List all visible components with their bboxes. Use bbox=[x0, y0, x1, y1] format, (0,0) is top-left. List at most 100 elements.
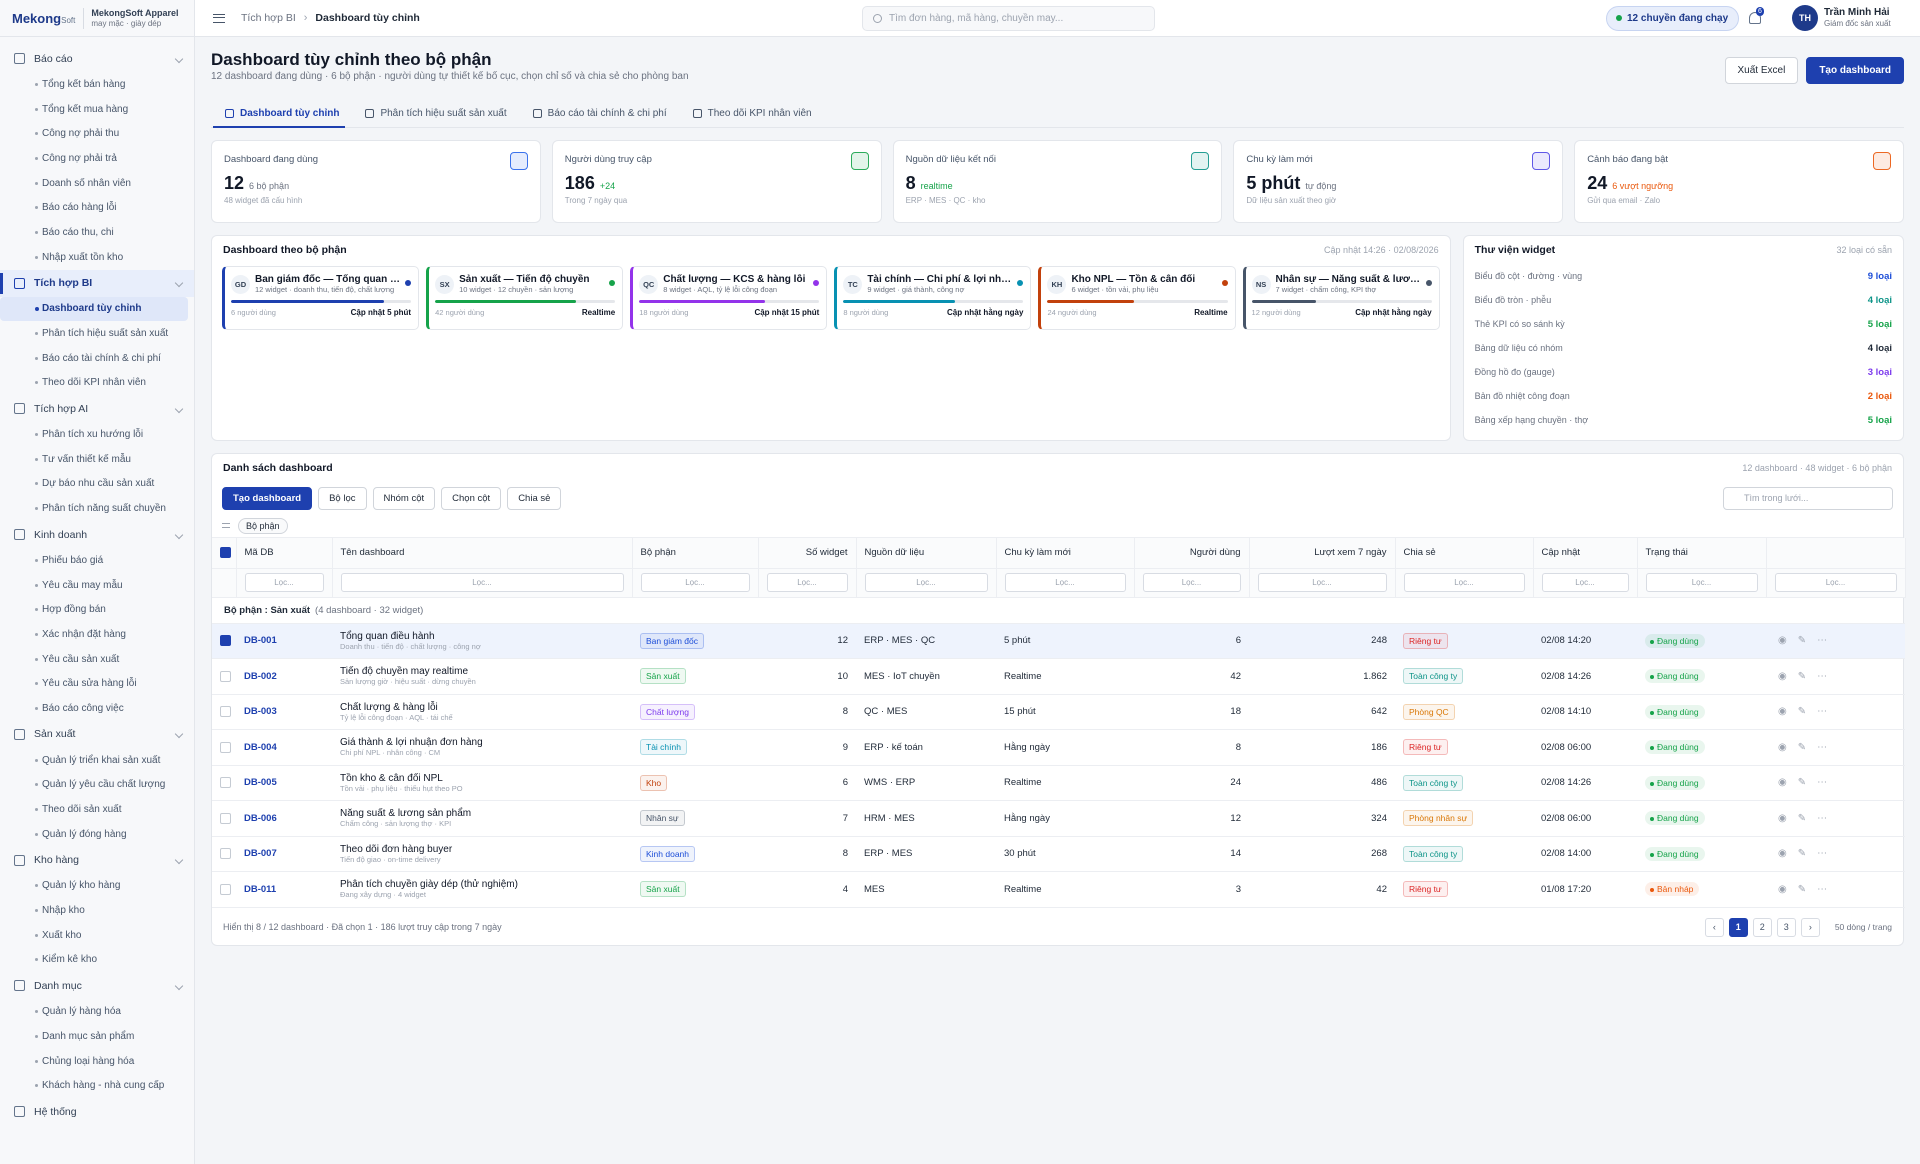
breadcrumb[interactable]: Tích hợp BI bbox=[241, 12, 296, 24]
column-header[interactable]: Chu kỳ làm mới bbox=[996, 538, 1135, 569]
nav-item[interactable]: Phân tích hiệu suất sản xuất bbox=[0, 321, 188, 346]
column-header[interactable]: Cập nhật bbox=[1533, 538, 1638, 569]
dashboard-id[interactable]: DB-006 bbox=[236, 800, 332, 837]
library-item[interactable]: Thẻ KPI có so sánh kỳ 5 loại bbox=[1464, 312, 1903, 336]
action[interactable]: ⋯ bbox=[1817, 670, 1828, 682]
department-card[interactable]: TC Tài chính — Chi phí & lợi nhuận 9 widge… bbox=[834, 266, 1032, 330]
action[interactable]: ⋯ bbox=[1817, 741, 1828, 753]
checkbox[interactable] bbox=[220, 635, 231, 647]
nav-item[interactable]: Tư vấn thiết kế mẫu bbox=[0, 447, 188, 472]
filter-input[interactable]: Lọc... bbox=[766, 573, 848, 592]
nav-group[interactable]: Tích hợp BI bbox=[0, 269, 194, 297]
dashboard-id[interactable]: DB-002 bbox=[236, 658, 332, 695]
department-card[interactable]: SX Sản xuất — Tiến độ chuyền 10 widget · 1… bbox=[426, 266, 624, 330]
action[interactable]: ✎ bbox=[1797, 635, 1807, 647]
nav-item[interactable]: Xác nhận đặt hàng bbox=[0, 622, 188, 647]
nav-item[interactable]: Yêu cầu sửa hàng lỗi bbox=[0, 671, 188, 696]
filter-input[interactable]: Lọc... bbox=[340, 573, 624, 592]
department-card[interactable]: NS Nhân sự — Năng suất & lương 7 widget · … bbox=[1242, 266, 1440, 330]
nav-item[interactable]: Doanh số nhân viên bbox=[0, 171, 188, 196]
data-row[interactable]: DB-006 Năng suất & lương sản phẩm Chấm côn… bbox=[212, 800, 1905, 837]
nav-item[interactable]: Dashboard tùy chỉnh bbox=[0, 296, 188, 322]
action[interactable]: ⋯ bbox=[1817, 848, 1828, 860]
page[interactable]: 2 bbox=[1752, 917, 1772, 937]
action[interactable]: ⋯ bbox=[1817, 883, 1828, 895]
nav-item[interactable]: Báo cáo hàng lỗi bbox=[0, 195, 188, 220]
nav-item[interactable]: Dự báo nhu cầu sản xuất bbox=[0, 472, 188, 497]
nav-group[interactable]: Kinh doanh bbox=[0, 521, 194, 548]
action[interactable]: ✎ bbox=[1797, 741, 1807, 753]
filter-input[interactable]: Lọc... bbox=[1142, 573, 1241, 592]
nav-item[interactable]: Quản lý yêu cầu chất lượng bbox=[0, 773, 188, 798]
tab[interactable]: Dashboard tùy chỉnh bbox=[212, 99, 346, 128]
nav-item[interactable]: Theo dõi KPI nhân viên bbox=[0, 371, 188, 396]
data-row[interactable]: DB-011 Phân tích chuyền giày dép (thử ngh… bbox=[212, 871, 1905, 908]
data-row[interactable]: DB-007 Theo dõi đơn hàng buyer Tiến độ gia… bbox=[212, 836, 1905, 872]
tab[interactable]: Phân tích hiệu suất sản xuất bbox=[363, 99, 508, 127]
nav-item[interactable]: Báo cáo tài chính & chi phí bbox=[0, 346, 188, 371]
nav-item[interactable]: Quản lý kho hàng bbox=[0, 874, 188, 899]
nav-item[interactable]: Tổng kết mua hàng bbox=[0, 97, 188, 122]
nav-group[interactable]: Báo cáo bbox=[0, 45, 194, 72]
dashboard-id[interactable]: DB-005 bbox=[236, 765, 332, 801]
action[interactable]: ✎ bbox=[1797, 706, 1807, 718]
group-chip[interactable]: Bộ phận bbox=[238, 517, 288, 534]
data-row[interactable]: DB-004 Giá thành & lợi nhuận đơn hàng Chi … bbox=[212, 729, 1905, 766]
status-pill[interactable]: 12 chuyền đang chạy bbox=[1606, 5, 1740, 31]
column-header[interactable]: Số widget bbox=[758, 538, 857, 569]
column-header[interactable]: Trạng thái bbox=[1637, 538, 1767, 569]
action[interactable]: ⋯ bbox=[1817, 812, 1828, 824]
nav-item[interactable]: Tổng kết bán hàng bbox=[0, 72, 188, 97]
action[interactable]: ✎ bbox=[1797, 670, 1807, 682]
data-row[interactable]: DB-002 Tiến độ chuyền may realtime Sản lượ… bbox=[212, 658, 1905, 695]
menu-button[interactable] bbox=[213, 13, 225, 23]
library-item[interactable]: Bản đồ nhiệt công đoạn 2 loại bbox=[1464, 384, 1903, 408]
nav-item[interactable]: Hợp đồng bán bbox=[0, 597, 188, 622]
nav-group[interactable]: Hệ thống bbox=[0, 1098, 194, 1125]
action[interactable]: ✎ bbox=[1797, 812, 1807, 824]
nav-item[interactable]: Khách hàng - nhà cung cấp bbox=[0, 1073, 188, 1098]
filter-input[interactable]: Lọc... bbox=[1774, 573, 1897, 592]
checkbox[interactable] bbox=[220, 547, 231, 559]
nav-item[interactable]: Kiểm kê kho bbox=[0, 948, 188, 973]
column-header[interactable]: Tên dashboard bbox=[332, 538, 633, 569]
toolbar-button[interactable]: Chia sẻ bbox=[507, 486, 562, 510]
action[interactable]: ◉ bbox=[1778, 635, 1787, 647]
export-button[interactable]: Xuất Excel bbox=[1724, 57, 1799, 84]
grid-search[interactable]: Tìm trong lưới... bbox=[1723, 486, 1893, 510]
action[interactable]: ⋯ bbox=[1817, 706, 1828, 718]
action[interactable]: ✎ bbox=[1797, 777, 1807, 789]
action[interactable]: ◉ bbox=[1778, 777, 1787, 789]
nav-item[interactable]: Báo cáo công việc bbox=[0, 696, 188, 721]
filter-input[interactable]: Lọc... bbox=[1004, 573, 1126, 592]
library-item[interactable]: Đồng hồ đo (gauge) 3 loại bbox=[1464, 360, 1903, 384]
nav-item[interactable]: Yêu cầu sản xuất bbox=[0, 647, 188, 672]
filter-input[interactable]: Lọc... bbox=[244, 573, 324, 592]
nav-group[interactable]: Kho hàng bbox=[0, 847, 194, 874]
nav-item[interactable]: Yêu cầu may mẫu bbox=[0, 573, 188, 598]
action[interactable]: ◉ bbox=[1778, 883, 1787, 895]
toolbar-button[interactable]: Chọn cột bbox=[441, 486, 502, 510]
nav-item[interactable]: Phân tích năng suất chuyền bbox=[0, 496, 188, 521]
per-page[interactable]: 50 dòng / trang bbox=[1834, 922, 1892, 932]
next[interactable]: › bbox=[1800, 917, 1820, 937]
filter-input[interactable]: Lọc... bbox=[1257, 573, 1387, 592]
notifications[interactable]: 6 bbox=[1749, 7, 1764, 24]
dashboard-id[interactable]: DB-003 bbox=[236, 694, 332, 730]
nav-item[interactable]: Nhập kho bbox=[0, 898, 188, 923]
filter-input[interactable]: Lọc... bbox=[864, 573, 988, 592]
nav-item[interactable]: Xuất kho bbox=[0, 923, 188, 948]
library-item[interactable]: Biểu đồ tròn · phễu 4 loại bbox=[1464, 288, 1903, 312]
library-item[interactable]: Biểu đồ cột · đường · vùng 9 loại bbox=[1464, 264, 1903, 288]
action[interactable]: ◉ bbox=[1778, 812, 1787, 824]
nav-group[interactable]: Tích hợp AI bbox=[0, 395, 194, 422]
filter-input[interactable]: Lọc... bbox=[1403, 573, 1525, 592]
column-header[interactable]: Bộ phận bbox=[632, 538, 759, 569]
column-header[interactable]: Lượt xem 7 ngày bbox=[1249, 538, 1396, 569]
library-item[interactable]: Bảng dữ liệu có nhóm 4 loại bbox=[1464, 336, 1903, 360]
action[interactable]: ◉ bbox=[1778, 848, 1787, 860]
action[interactable]: ⋯ bbox=[1817, 635, 1828, 647]
action[interactable]: ◉ bbox=[1778, 741, 1787, 753]
checkbox[interactable] bbox=[220, 848, 231, 860]
column-header[interactable]: Nguồn dữ liệu bbox=[856, 538, 997, 569]
